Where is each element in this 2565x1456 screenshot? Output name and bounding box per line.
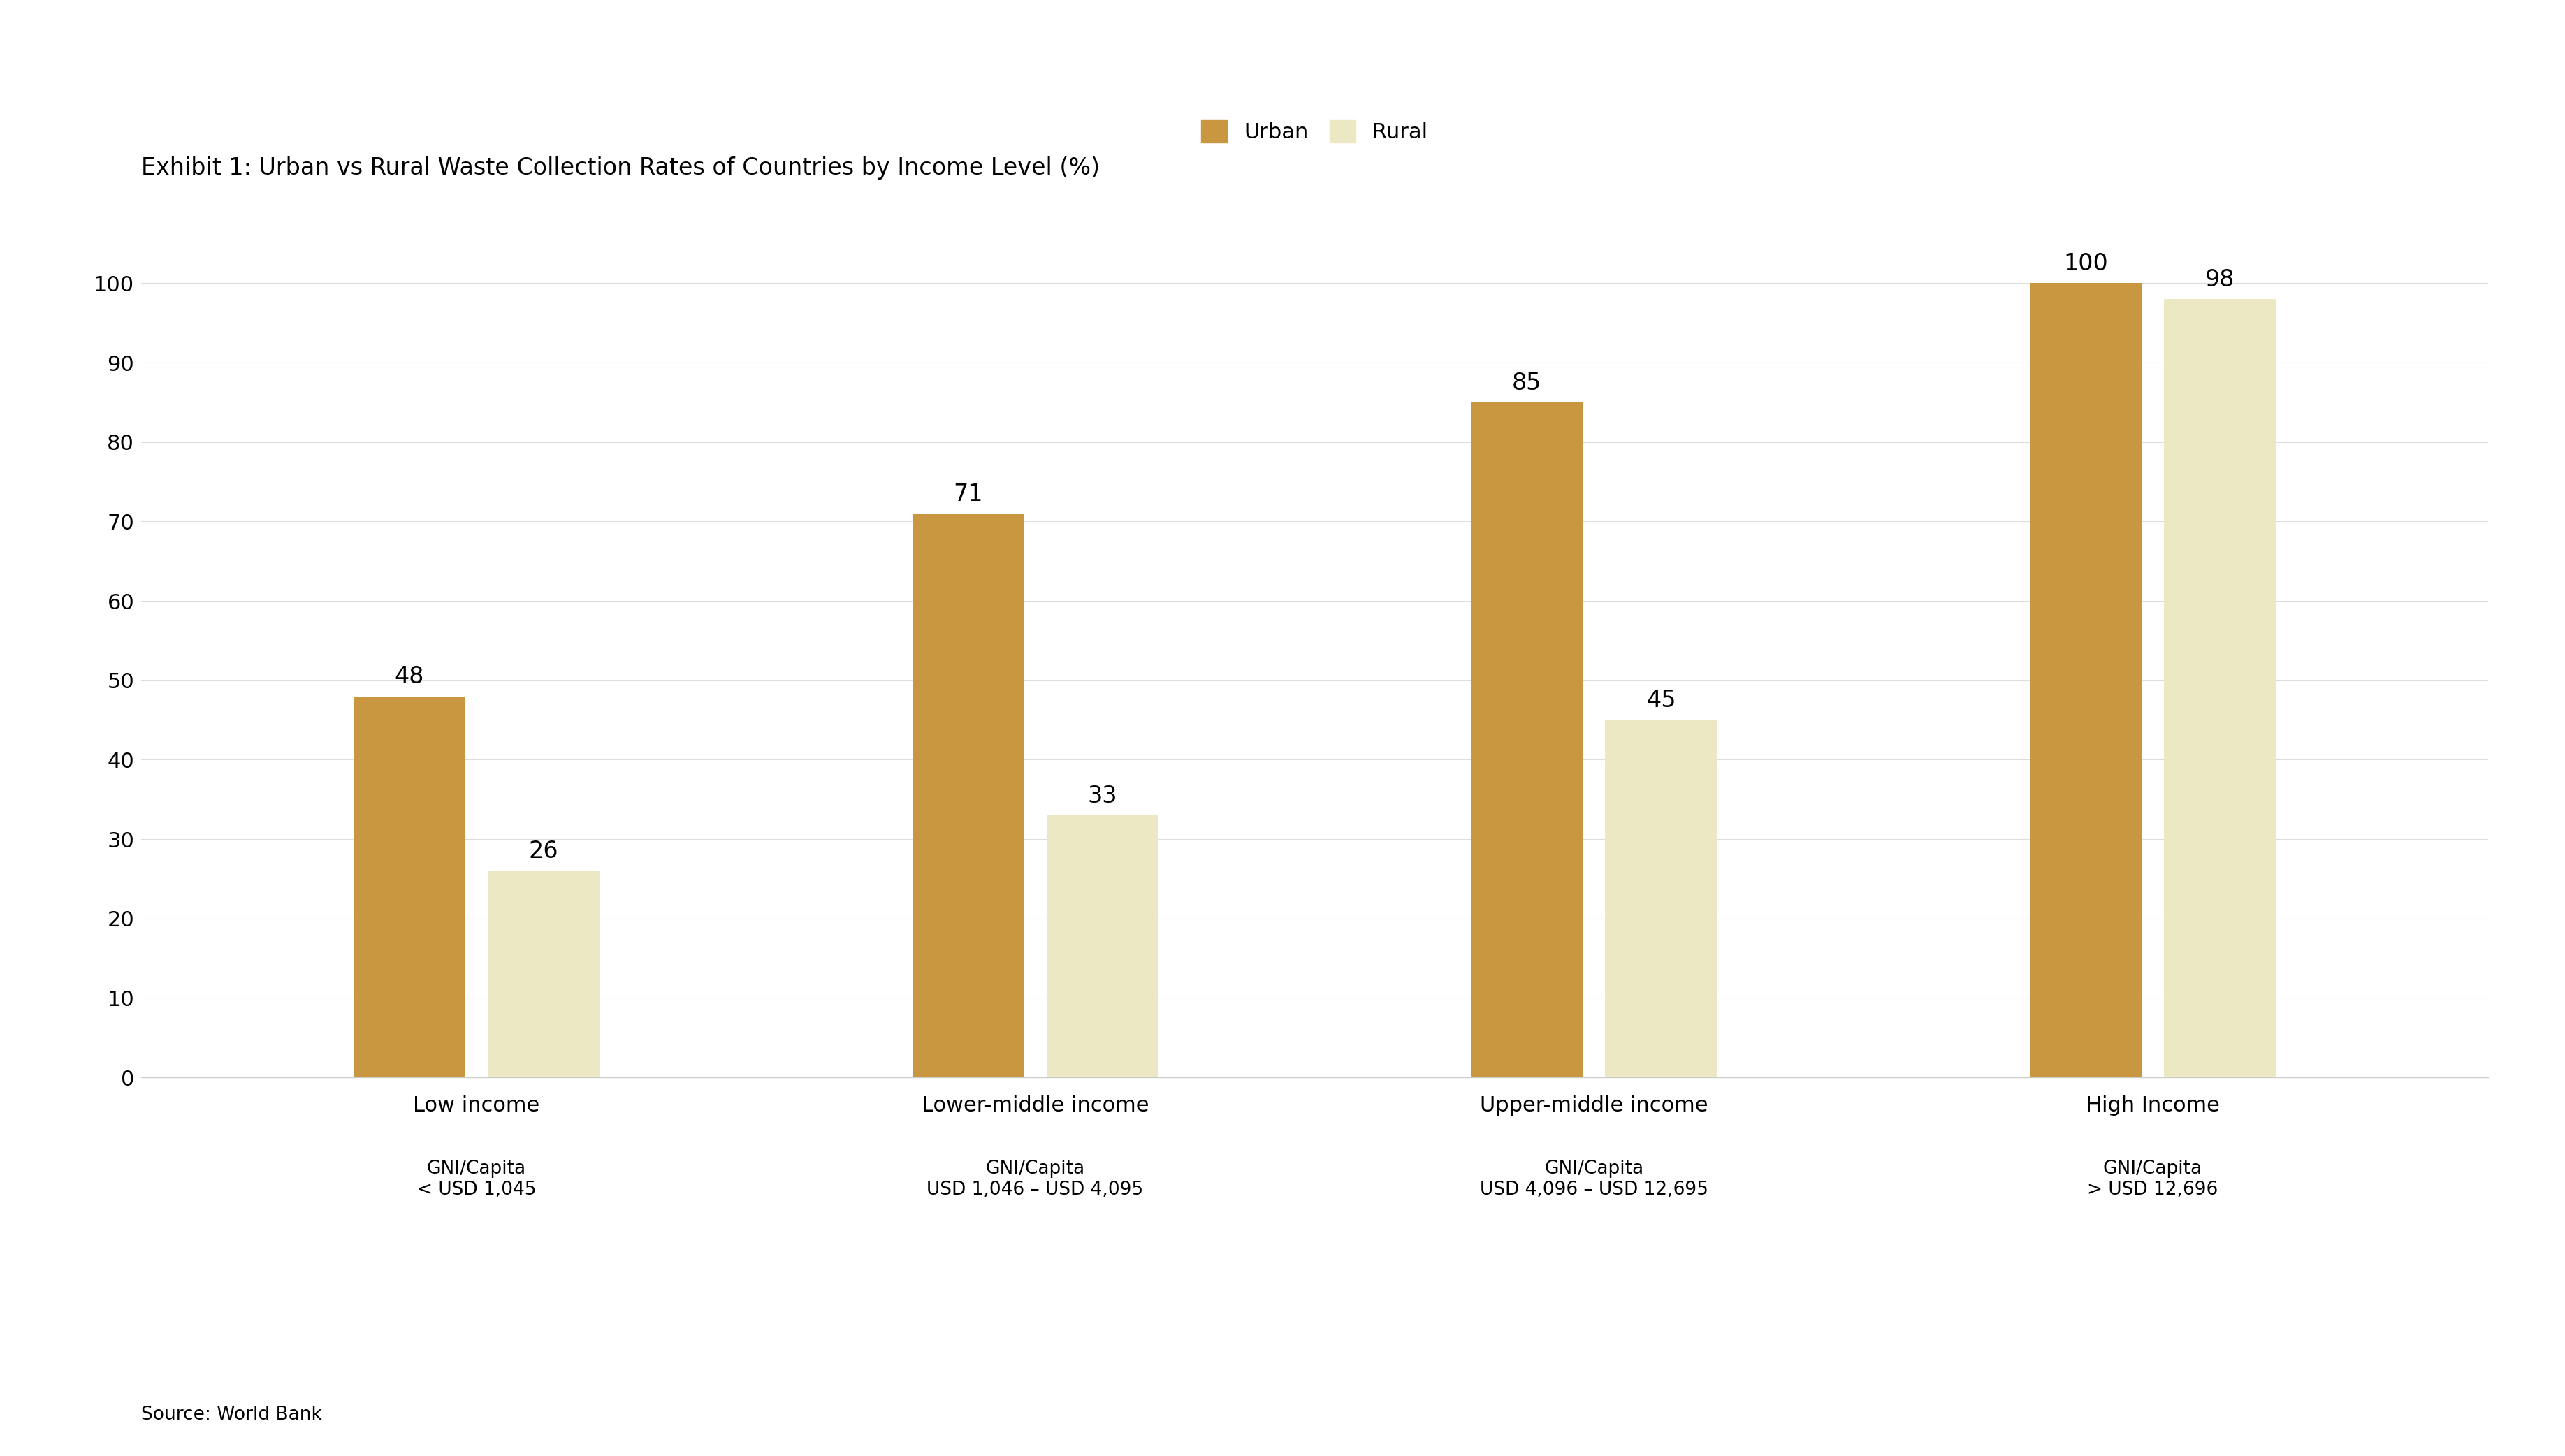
Bar <box>2029 284 2142 1077</box>
Text: GNI/Capita
> USD 12,696: GNI/Capita > USD 12,696 <box>2088 1160 2219 1200</box>
Bar <box>1606 721 1716 1077</box>
Bar <box>1047 815 1157 1077</box>
Bar <box>2165 298 2275 1077</box>
Bar <box>913 514 1023 1077</box>
Bar <box>1470 402 1583 1077</box>
Bar <box>487 871 600 1077</box>
Text: 48: 48 <box>395 665 423 689</box>
Text: GNI/Capita
USD 1,046 – USD 4,095: GNI/Capita USD 1,046 – USD 4,095 <box>926 1160 1144 1200</box>
Text: 85: 85 <box>1513 371 1542 395</box>
Text: 71: 71 <box>954 482 982 505</box>
Text: Exhibit 1: Urban vs Rural Waste Collection Rates of Countries by Income Level (%: Exhibit 1: Urban vs Rural Waste Collecti… <box>141 157 1100 179</box>
Text: 45: 45 <box>1647 689 1675 712</box>
Text: 100: 100 <box>2062 252 2108 275</box>
Text: Source: World Bank: Source: World Bank <box>141 1406 321 1424</box>
Legend: Urban, Rural: Urban, Rural <box>1190 109 1439 153</box>
Text: 33: 33 <box>1088 785 1118 808</box>
Text: 26: 26 <box>528 840 559 863</box>
Text: GNI/Capita
< USD 1,045: GNI/Capita < USD 1,045 <box>416 1160 536 1200</box>
Bar <box>354 696 464 1077</box>
Text: GNI/Capita
USD 4,096 – USD 12,695: GNI/Capita USD 4,096 – USD 12,695 <box>1480 1160 1708 1200</box>
Text: 98: 98 <box>2206 268 2234 291</box>
